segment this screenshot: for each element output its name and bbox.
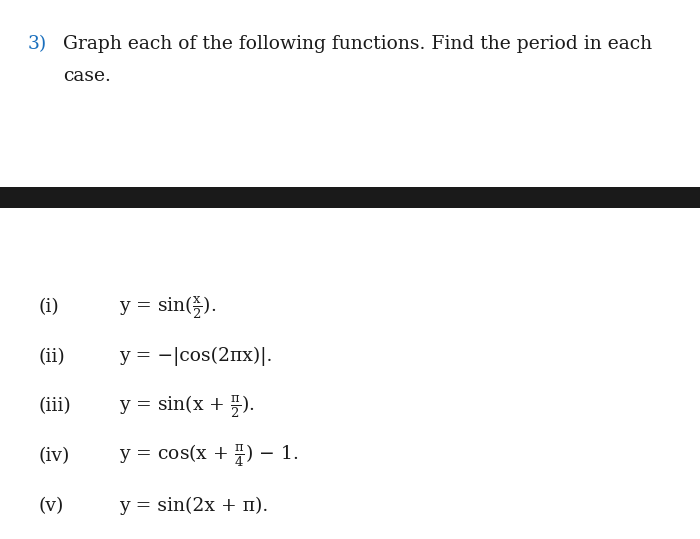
Text: (v): (v)	[38, 496, 64, 515]
Text: y = sin($\mathregular{\frac{x}{2}}$).: y = sin($\mathregular{\frac{x}{2}}$).	[119, 294, 216, 321]
Text: case.: case.	[63, 67, 111, 85]
Text: (iv): (iv)	[38, 447, 70, 465]
FancyBboxPatch shape	[0, 187, 700, 208]
Text: (iii): (iii)	[38, 397, 71, 416]
Text: (i): (i)	[38, 298, 60, 316]
Text: (ii): (ii)	[38, 348, 65, 366]
Text: y = sin(2x + π).: y = sin(2x + π).	[119, 496, 268, 515]
Text: 3): 3)	[28, 35, 48, 53]
Text: Graph each of the following functions. Find the period in each: Graph each of the following functions. F…	[63, 35, 652, 53]
Text: y = sin(x + $\mathregular{\frac{\pi}{2}}$).: y = sin(x + $\mathregular{\frac{\pi}{2}}…	[119, 393, 255, 420]
Text: y = cos(x + $\mathregular{\frac{\pi}{4}}$) − 1.: y = cos(x + $\mathregular{\frac{\pi}{4}}…	[119, 443, 298, 469]
Text: y = −|cos(2πx)|.: y = −|cos(2πx)|.	[119, 347, 272, 367]
